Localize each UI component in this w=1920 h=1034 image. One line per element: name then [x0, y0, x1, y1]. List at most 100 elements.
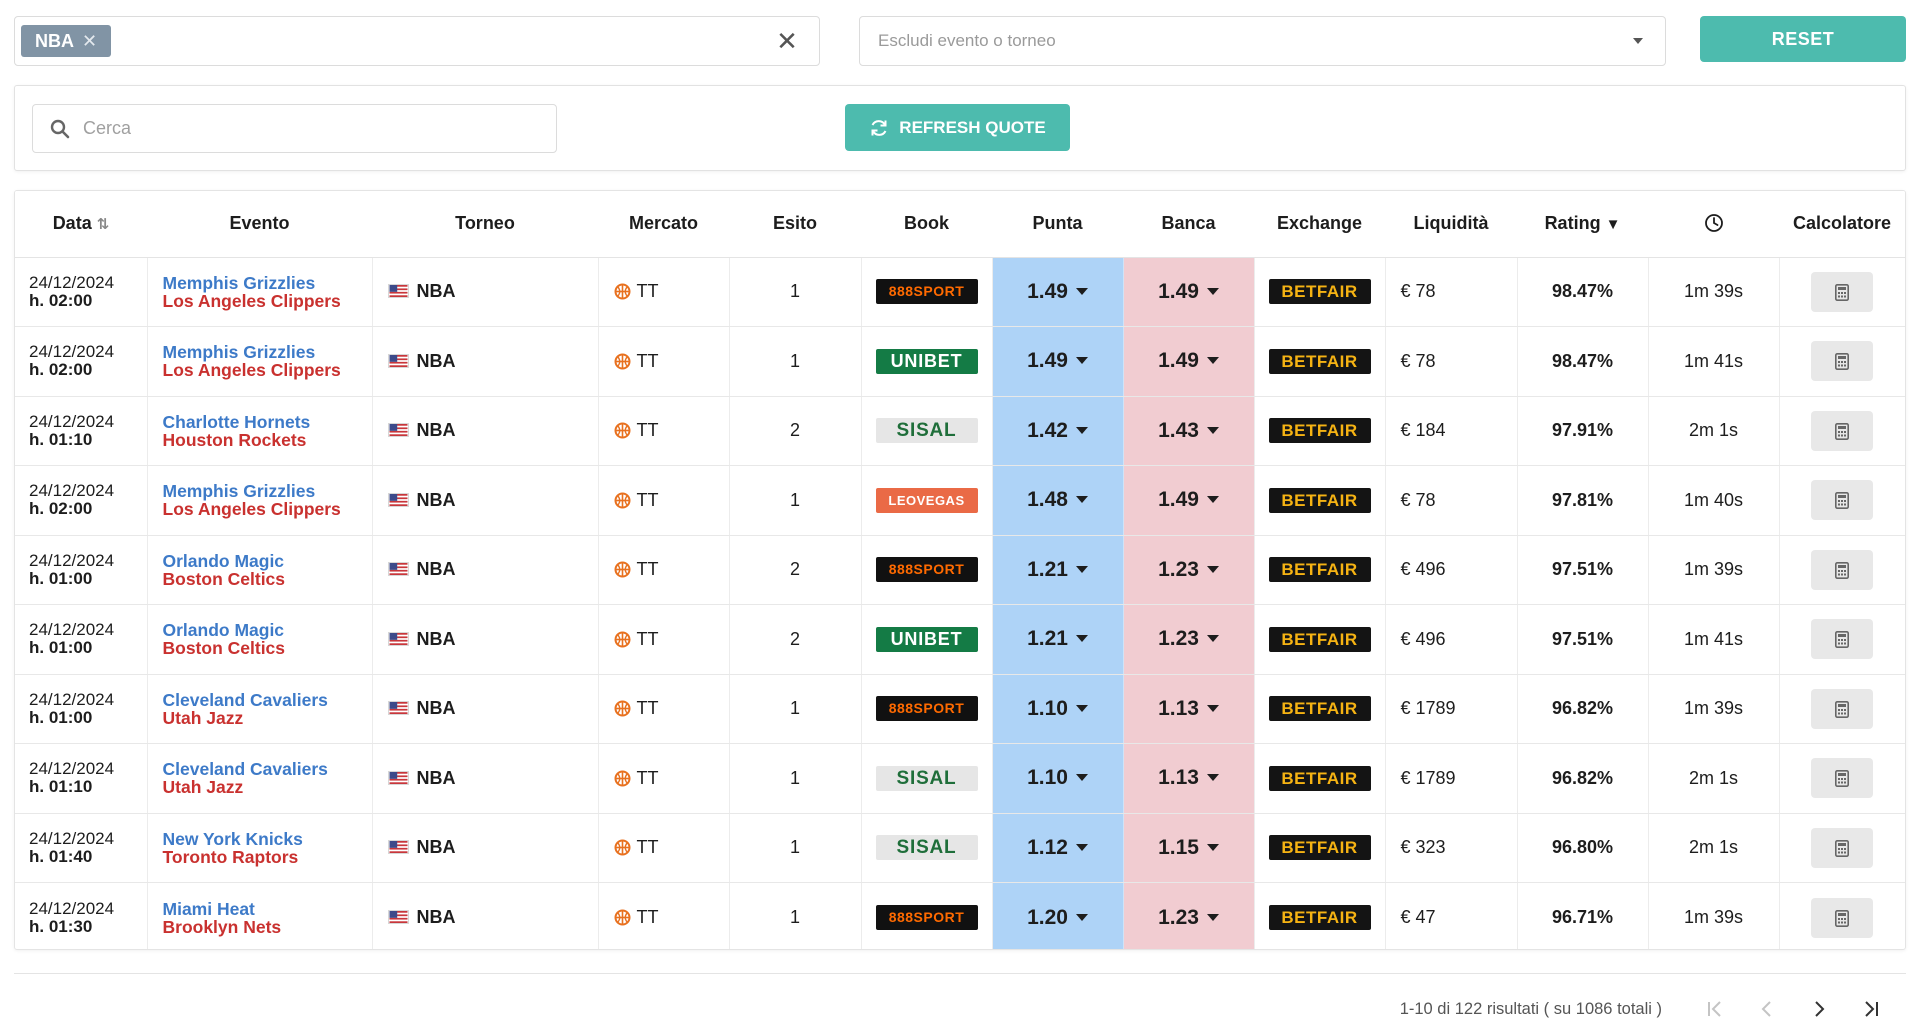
calculator-button[interactable]: [1811, 897, 1874, 938]
col-header-calcolatore[interactable]: Calcolatore: [1779, 191, 1905, 258]
caret-down-icon[interactable]: [1075, 496, 1088, 504]
cell-punta[interactable]: 1.49: [992, 326, 1124, 397]
reset-button[interactable]: RESET: [1700, 16, 1906, 62]
cell-banca[interactable]: 1.23: [1123, 882, 1255, 949]
cell-punta[interactable]: 1.10: [992, 743, 1124, 814]
calculator-button[interactable]: [1811, 549, 1874, 590]
cell-punta[interactable]: 1.21: [992, 604, 1124, 675]
caret-down-icon[interactable]: [1206, 287, 1219, 295]
cell-punta[interactable]: 1.48: [992, 465, 1124, 536]
table-row[interactable]: 24/12/2024 h. 01:10 Charlotte Hornets Houst…: [15, 396, 1905, 466]
home-team-link[interactable]: Cleveland Cavaliers: [162, 689, 328, 710]
col-header-torneo[interactable]: Torneo: [372, 191, 598, 258]
cell-punta[interactable]: 1.21: [992, 535, 1124, 605]
cell-banca[interactable]: 1.23: [1123, 535, 1255, 605]
cell-banca[interactable]: 1.49: [1123, 326, 1255, 397]
caret-down-icon[interactable]: [1075, 704, 1088, 712]
calculator-button[interactable]: [1811, 410, 1874, 451]
col-header-mercato[interactable]: Mercato: [598, 191, 729, 258]
next-page-icon[interactable]: [1804, 994, 1834, 1024]
caret-down-icon[interactable]: [1075, 287, 1088, 295]
col-header-exchange[interactable]: Exchange: [1254, 191, 1385, 258]
cell-banca[interactable]: 1.43: [1123, 396, 1255, 466]
caret-down-icon[interactable]: [1206, 496, 1219, 504]
cell-banca[interactable]: 1.23: [1123, 604, 1255, 675]
col-header-liquidita[interactable]: Liquidità: [1385, 191, 1517, 258]
caret-down-icon[interactable]: [1206, 913, 1219, 921]
home-team-link[interactable]: Miami Heat: [162, 898, 255, 919]
col-header-book[interactable]: Book: [861, 191, 992, 258]
col-header-esito[interactable]: Esito: [729, 191, 861, 258]
calculator-button[interactable]: [1811, 480, 1874, 521]
col-header-punta[interactable]: Punta: [992, 191, 1123, 258]
home-team-link[interactable]: Memphis Grizzlies: [162, 272, 316, 293]
refresh-quote-button[interactable]: REFRESH QUOTE: [845, 104, 1070, 151]
table-row[interactable]: 24/12/2024 h. 01:40 New York Knicks Toronto…: [15, 813, 1905, 883]
clear-filter-icon[interactable]: ✕: [776, 26, 798, 56]
cell-banca[interactable]: 1.13: [1123, 674, 1255, 744]
home-team-link[interactable]: Memphis Grizzlies: [162, 481, 316, 502]
caret-down-icon[interactable]: [1206, 704, 1219, 712]
table-row[interactable]: 24/12/2024 h. 02:00 Memphis Grizzlies Los A…: [15, 326, 1905, 397]
chip-remove-icon[interactable]: ✕: [82, 31, 98, 51]
away-team-link[interactable]: Boston Celtics: [162, 638, 286, 659]
home-team-link[interactable]: Orlando Magic: [162, 550, 285, 571]
caret-down-icon[interactable]: [1075, 357, 1088, 365]
home-team-link[interactable]: New York Knicks: [162, 828, 303, 849]
cell-punta[interactable]: 1.20: [992, 882, 1124, 949]
cell-punta[interactable]: 1.10: [992, 674, 1124, 744]
first-page-icon[interactable]: [1700, 994, 1730, 1024]
caret-down-icon[interactable]: [1075, 426, 1088, 434]
col-header-banca[interactable]: Banca: [1123, 191, 1254, 258]
table-row[interactable]: 24/12/2024 h. 01:00 Orlando Magic Boston Ce…: [15, 604, 1905, 675]
sort-icon[interactable]: ⇅: [96, 216, 110, 234]
cell-punta[interactable]: 1.42: [992, 396, 1124, 466]
home-team-link[interactable]: Charlotte Hornets: [162, 411, 311, 432]
home-team-link[interactable]: Cleveland Cavaliers: [162, 759, 328, 780]
cell-punta[interactable]: 1.49: [992, 257, 1124, 327]
caret-down-icon[interactable]: [1206, 843, 1219, 851]
exclude-event-select[interactable]: Escludi evento o torneo: [859, 16, 1666, 66]
col-header-age[interactable]: [1648, 191, 1779, 258]
calculator-button[interactable]: [1811, 688, 1874, 729]
away-team-link[interactable]: Brooklyn Nets: [162, 916, 282, 937]
col-header-evento[interactable]: Evento: [147, 191, 372, 258]
caret-down-icon[interactable]: [1075, 635, 1088, 643]
col-header-data[interactable]: Data ⇅: [15, 191, 147, 258]
calculator-button[interactable]: [1811, 758, 1874, 799]
calculator-button[interactable]: [1811, 619, 1874, 660]
caret-down-icon[interactable]: [1075, 843, 1088, 851]
caret-down-icon[interactable]: [1206, 635, 1219, 643]
calculator-button[interactable]: [1811, 341, 1874, 382]
cell-banca[interactable]: 1.49: [1123, 465, 1255, 536]
cell-banca[interactable]: 1.49: [1123, 257, 1255, 327]
away-team-link[interactable]: Los Angeles Clippers: [162, 360, 341, 381]
search-input[interactable]: Cerca: [32, 104, 557, 153]
cell-banca[interactable]: 1.13: [1123, 743, 1255, 814]
caret-down-icon[interactable]: [1206, 774, 1219, 782]
caret-down-icon[interactable]: [1206, 565, 1219, 573]
caret-down-icon[interactable]: [1075, 774, 1088, 782]
away-team-link[interactable]: Boston Celtics: [162, 568, 286, 589]
cell-banca[interactable]: 1.15: [1123, 813, 1255, 883]
table-row[interactable]: 24/12/2024 h. 02:00 Memphis Grizzlies Los A…: [15, 465, 1905, 536]
sort-desc-icon[interactable]: ▼: [1605, 216, 1621, 234]
away-team-link[interactable]: Utah Jazz: [162, 777, 244, 798]
tournament-filter-select[interactable]: NBA ✕ ✕: [14, 16, 820, 66]
col-header-rating[interactable]: Rating ▼: [1517, 191, 1648, 258]
calculator-button[interactable]: [1811, 271, 1874, 312]
caret-down-icon[interactable]: [1075, 913, 1088, 921]
home-team-link[interactable]: Memphis Grizzlies: [162, 342, 316, 363]
caret-down-icon[interactable]: [1206, 426, 1219, 434]
caret-down-icon[interactable]: [1206, 357, 1219, 365]
table-row[interactable]: 24/12/2024 h. 01:00 Orlando Magic Boston Ce…: [15, 535, 1905, 605]
cell-punta[interactable]: 1.12: [992, 813, 1124, 883]
table-row[interactable]: 24/12/2024 h. 01:10 Cleveland Cavaliers Uta…: [15, 743, 1905, 814]
away-team-link[interactable]: Los Angeles Clippers: [162, 499, 341, 520]
table-row[interactable]: 24/12/2024 h. 02:00 Memphis Grizzlies Los A…: [15, 257, 1905, 327]
prev-page-icon[interactable]: [1752, 994, 1782, 1024]
table-row[interactable]: 24/12/2024 h. 01:30 Miami Heat Brooklyn Net…: [15, 882, 1905, 949]
away-team-link[interactable]: Houston Rockets: [162, 429, 307, 450]
last-page-icon[interactable]: [1856, 994, 1886, 1024]
table-row[interactable]: 24/12/2024 h. 01:00 Cleveland Cavaliers Uta…: [15, 674, 1905, 744]
